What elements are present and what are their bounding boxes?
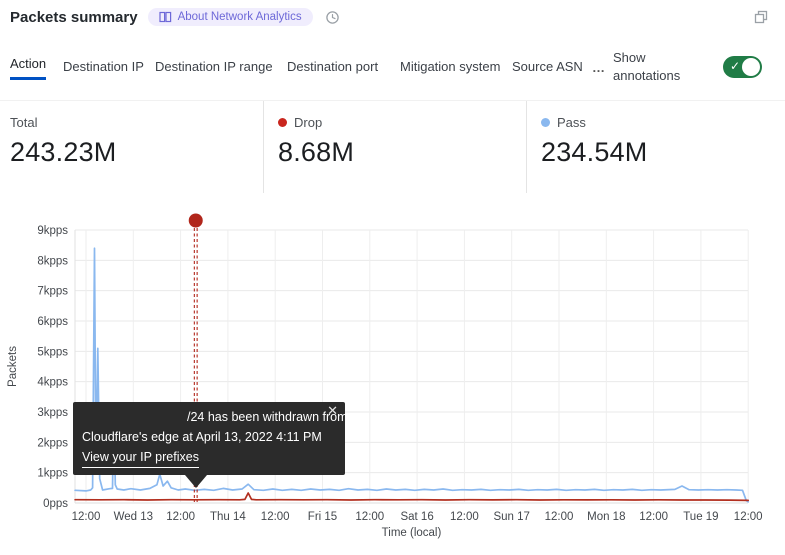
header: Packets summary About Network Analytics xyxy=(10,8,340,26)
more-tabs-button[interactable]: … xyxy=(592,59,606,75)
stat-total-label: Total xyxy=(10,115,38,130)
packets-time-series-chart: 0pps 1kpps 2kpps 3kpps 4kpps 5kpps 6kpps 7kpps 8… xyxy=(7,213,763,539)
y-tick-label: 8kpps xyxy=(37,255,68,267)
y-tick-label: 7kpps xyxy=(37,286,68,298)
x-tick-label: Sat 16 xyxy=(400,511,433,523)
check-icon: ✓ xyxy=(730,59,741,73)
x-tick-label: 12:00 xyxy=(166,511,195,523)
series-line-pass xyxy=(74,247,750,503)
tooltip-text-line1: /24 has been withdrawn from xyxy=(187,410,348,424)
stat-drop-label: Drop xyxy=(294,115,323,130)
y-tick-label: 1kpps xyxy=(37,468,68,480)
x-tick-label: 12:00 xyxy=(355,511,384,523)
stat-pass-value: 234.54M xyxy=(541,137,648,167)
badge-label: About Network Analytics xyxy=(177,11,302,23)
x-tick-label: Sun 17 xyxy=(493,511,529,523)
toggle-knob xyxy=(742,58,760,76)
stat-total: Total 243.23M xyxy=(0,101,263,193)
x-axis-title: Time (local) xyxy=(382,527,442,539)
x-tick-label: 12:00 xyxy=(734,511,763,523)
y-tick-label: 4kpps xyxy=(37,377,68,389)
tab-destination-ip-range[interactable]: Destination IP range xyxy=(155,59,273,74)
dimension-tabs: Action Destination IP Destination IP ran… xyxy=(10,38,775,96)
expand-window-icon[interactable] xyxy=(754,10,769,30)
pass-legend-dot xyxy=(541,118,550,127)
series-line-drop xyxy=(74,492,750,502)
tooltip-caret xyxy=(185,475,207,488)
y-tick-label: 6kpps xyxy=(37,316,68,328)
drop-legend-dot xyxy=(278,118,287,127)
stat-drop-value: 8.68M xyxy=(278,137,355,167)
tab-source-asn[interactable]: Source ASN xyxy=(512,59,583,74)
tab-action[interactable]: Action xyxy=(10,55,63,80)
annotation-marker[interactable] xyxy=(188,213,203,228)
stat-pass: Pass 234.54M xyxy=(526,101,785,193)
stat-total-value: 243.23M xyxy=(10,137,117,167)
page-title: Packets summary xyxy=(10,8,138,26)
x-tick-label: 12:00 xyxy=(639,511,668,523)
close-icon[interactable]: ✕ xyxy=(327,403,338,418)
x-tick-label: Mon 18 xyxy=(587,511,625,523)
y-tick-label: 9kpps xyxy=(37,225,68,237)
x-tick-label: Thu 14 xyxy=(210,511,246,523)
y-tick-label: 2kpps xyxy=(37,437,68,449)
tab-destination-port[interactable]: Destination port xyxy=(287,59,379,74)
y-axis-title: Packets xyxy=(7,346,19,387)
x-tick-label: Tue 19 xyxy=(683,511,718,523)
tab-destination-ip[interactable]: Destination IP xyxy=(63,59,144,74)
stat-drop: Drop 8.68M xyxy=(263,101,526,193)
annotation-tooltip: ✕ /24 has been withdrawn from Cloudflare… xyxy=(73,402,348,488)
clock-icon[interactable] xyxy=(325,10,340,25)
x-tick-label: 12:00 xyxy=(450,511,479,523)
y-tick-label: 5kpps xyxy=(37,346,68,358)
y-tick-label: 0pps xyxy=(43,498,68,510)
stat-pass-label: Pass xyxy=(557,115,586,130)
x-tick-label: 12:00 xyxy=(545,511,574,523)
y-tick-label: 3kpps xyxy=(37,407,68,419)
show-annotations-toggle[interactable]: ✓ xyxy=(723,56,762,78)
view-ip-prefixes-link[interactable]: View your IP prefixes xyxy=(82,447,199,468)
summary-stats: Total 243.23M Drop 8.68M Pass 234.54M xyxy=(0,100,785,193)
about-network-analytics-badge[interactable]: About Network Analytics xyxy=(147,8,313,26)
x-tick-label: 12:00 xyxy=(261,511,290,523)
tab-mitigation-system[interactable]: Mitigation system xyxy=(400,59,501,74)
tooltip-text-line2: Cloudflare's edge at April 13, 2022 4:11… xyxy=(82,430,322,444)
book-icon xyxy=(158,11,171,23)
show-annotations-label: Show annotations xyxy=(613,50,681,83)
x-tick-label: Wed 13 xyxy=(114,511,153,523)
x-tick-label: Fri 15 xyxy=(308,511,337,523)
x-tick-label: 12:00 xyxy=(72,511,101,523)
